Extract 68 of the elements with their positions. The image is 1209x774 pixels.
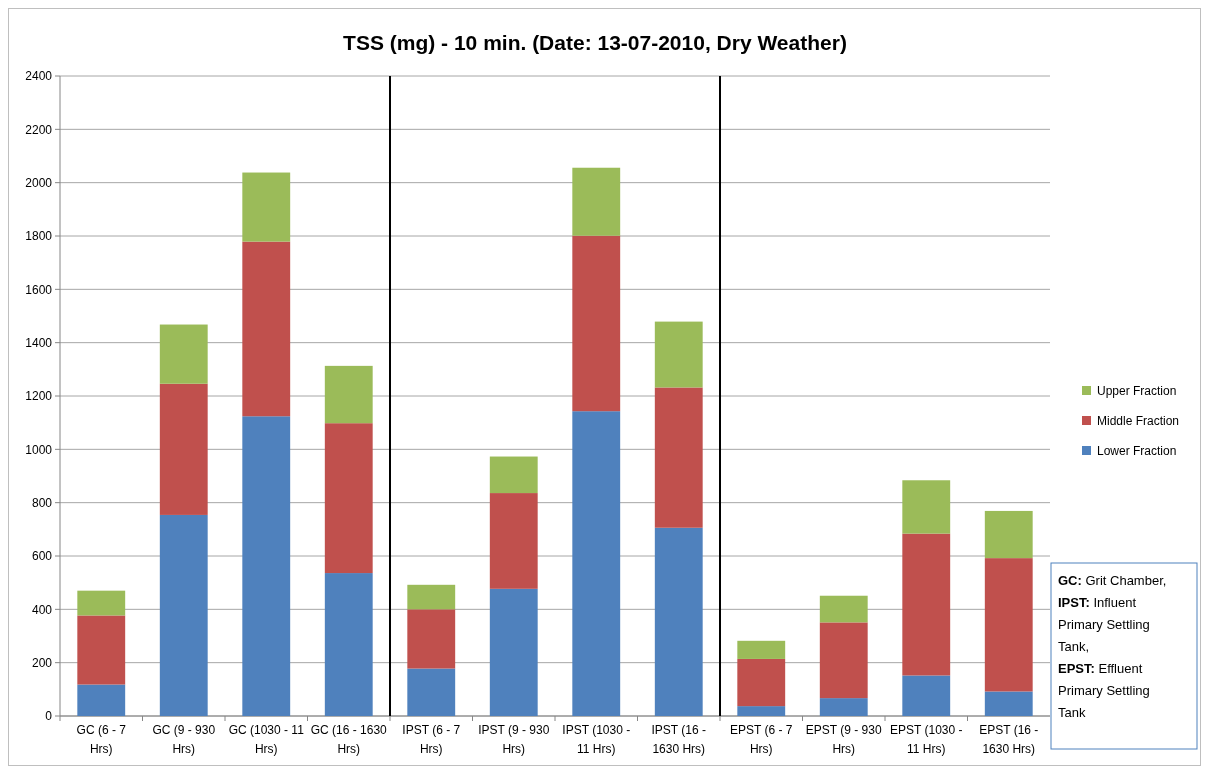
x-tick-label: EPST (6 - 7 Hrs) bbox=[730, 723, 793, 756]
x-tick-label: GC (9 - 930 Hrs) bbox=[152, 723, 216, 756]
bar bbox=[77, 590, 126, 616]
text: GC: Grit Chamber, bbox=[1058, 573, 1167, 588]
x-tick-label: GC (1030 - 11 Hrs) bbox=[228, 723, 305, 756]
y-tick-label: 1600 bbox=[25, 282, 53, 297]
bar bbox=[407, 609, 456, 669]
bar bbox=[324, 573, 373, 716]
y-tick-label: 1800 bbox=[25, 229, 53, 244]
bar bbox=[77, 615, 126, 685]
y-tick-label: 0 bbox=[45, 709, 53, 724]
bar bbox=[324, 423, 373, 574]
x-tick-label: EPST (9 - 930 Hrs) bbox=[805, 723, 882, 756]
bar bbox=[572, 235, 621, 412]
bar bbox=[242, 241, 291, 417]
bar bbox=[654, 387, 703, 528]
bar bbox=[819, 595, 868, 623]
bar bbox=[984, 510, 1033, 559]
bar bbox=[572, 167, 621, 236]
bar bbox=[902, 533, 951, 676]
bar bbox=[654, 321, 703, 388]
y-tick-label: 1400 bbox=[25, 335, 53, 350]
legend-label: Lower Fraction bbox=[1097, 444, 1177, 459]
bar bbox=[407, 668, 456, 716]
x-tick-label: GC (6 - 7 Hrs) bbox=[76, 723, 127, 756]
bar bbox=[819, 622, 868, 699]
bar bbox=[654, 527, 703, 716]
bar bbox=[242, 416, 291, 716]
bar bbox=[77, 684, 126, 716]
chart-title: TSS (mg) - 10 min. (Date: 13-07-2010, Dry Weather) bbox=[343, 31, 847, 54]
bar bbox=[159, 324, 208, 384]
bar bbox=[407, 584, 456, 610]
text: EPST: Effluent Primary Settling Tank bbox=[1058, 661, 1150, 720]
y-tick-label: 1000 bbox=[25, 442, 53, 457]
bar bbox=[984, 691, 1033, 716]
bar bbox=[242, 172, 291, 242]
x-tick-label: GC (16 - 1630 Hrs) bbox=[310, 723, 388, 756]
y-tick-label: 2000 bbox=[25, 175, 53, 190]
bar bbox=[489, 588, 538, 716]
bar bbox=[489, 456, 538, 494]
text: IPST: Influent Primary Settling Tank, bbox=[1058, 595, 1150, 654]
y-tick-label: 800 bbox=[31, 495, 53, 510]
x-tick-label: IPST (6 - 7 Hrs) bbox=[402, 723, 461, 756]
bar bbox=[902, 675, 951, 716]
y-tick-label: 2200 bbox=[25, 122, 53, 137]
x-tick-label: IPST (16 - 1630 Hrs) bbox=[651, 723, 706, 756]
y-tick-label: 200 bbox=[31, 655, 53, 670]
x-tick-label: EPST (1030 - 11 Hrs) bbox=[890, 723, 963, 756]
bar bbox=[159, 383, 208, 515]
bar bbox=[984, 558, 1033, 692]
legend-label: Middle Fraction bbox=[1097, 414, 1180, 429]
bar bbox=[159, 514, 208, 716]
x-tick-label: IPST (9 - 930 Hrs) bbox=[478, 723, 550, 756]
y-tick-label: 2400 bbox=[25, 69, 53, 84]
bar bbox=[737, 706, 786, 716]
y-tick-label: 1200 bbox=[25, 389, 53, 404]
bar bbox=[572, 411, 621, 716]
bar bbox=[819, 698, 868, 716]
bar bbox=[902, 480, 951, 534]
y-tick-label: 400 bbox=[31, 602, 53, 617]
y-tick-label: 600 bbox=[31, 549, 53, 564]
x-tick-label: EPST (16 - 1630 Hrs) bbox=[979, 723, 1039, 756]
bar bbox=[489, 493, 538, 589]
bar bbox=[737, 640, 786, 659]
bar bbox=[737, 658, 786, 707]
x-tick-label: IPST (1030 - 11 Hrs) bbox=[562, 723, 631, 756]
bar bbox=[324, 365, 373, 424]
legend-label: Upper Fraction bbox=[1097, 384, 1177, 399]
